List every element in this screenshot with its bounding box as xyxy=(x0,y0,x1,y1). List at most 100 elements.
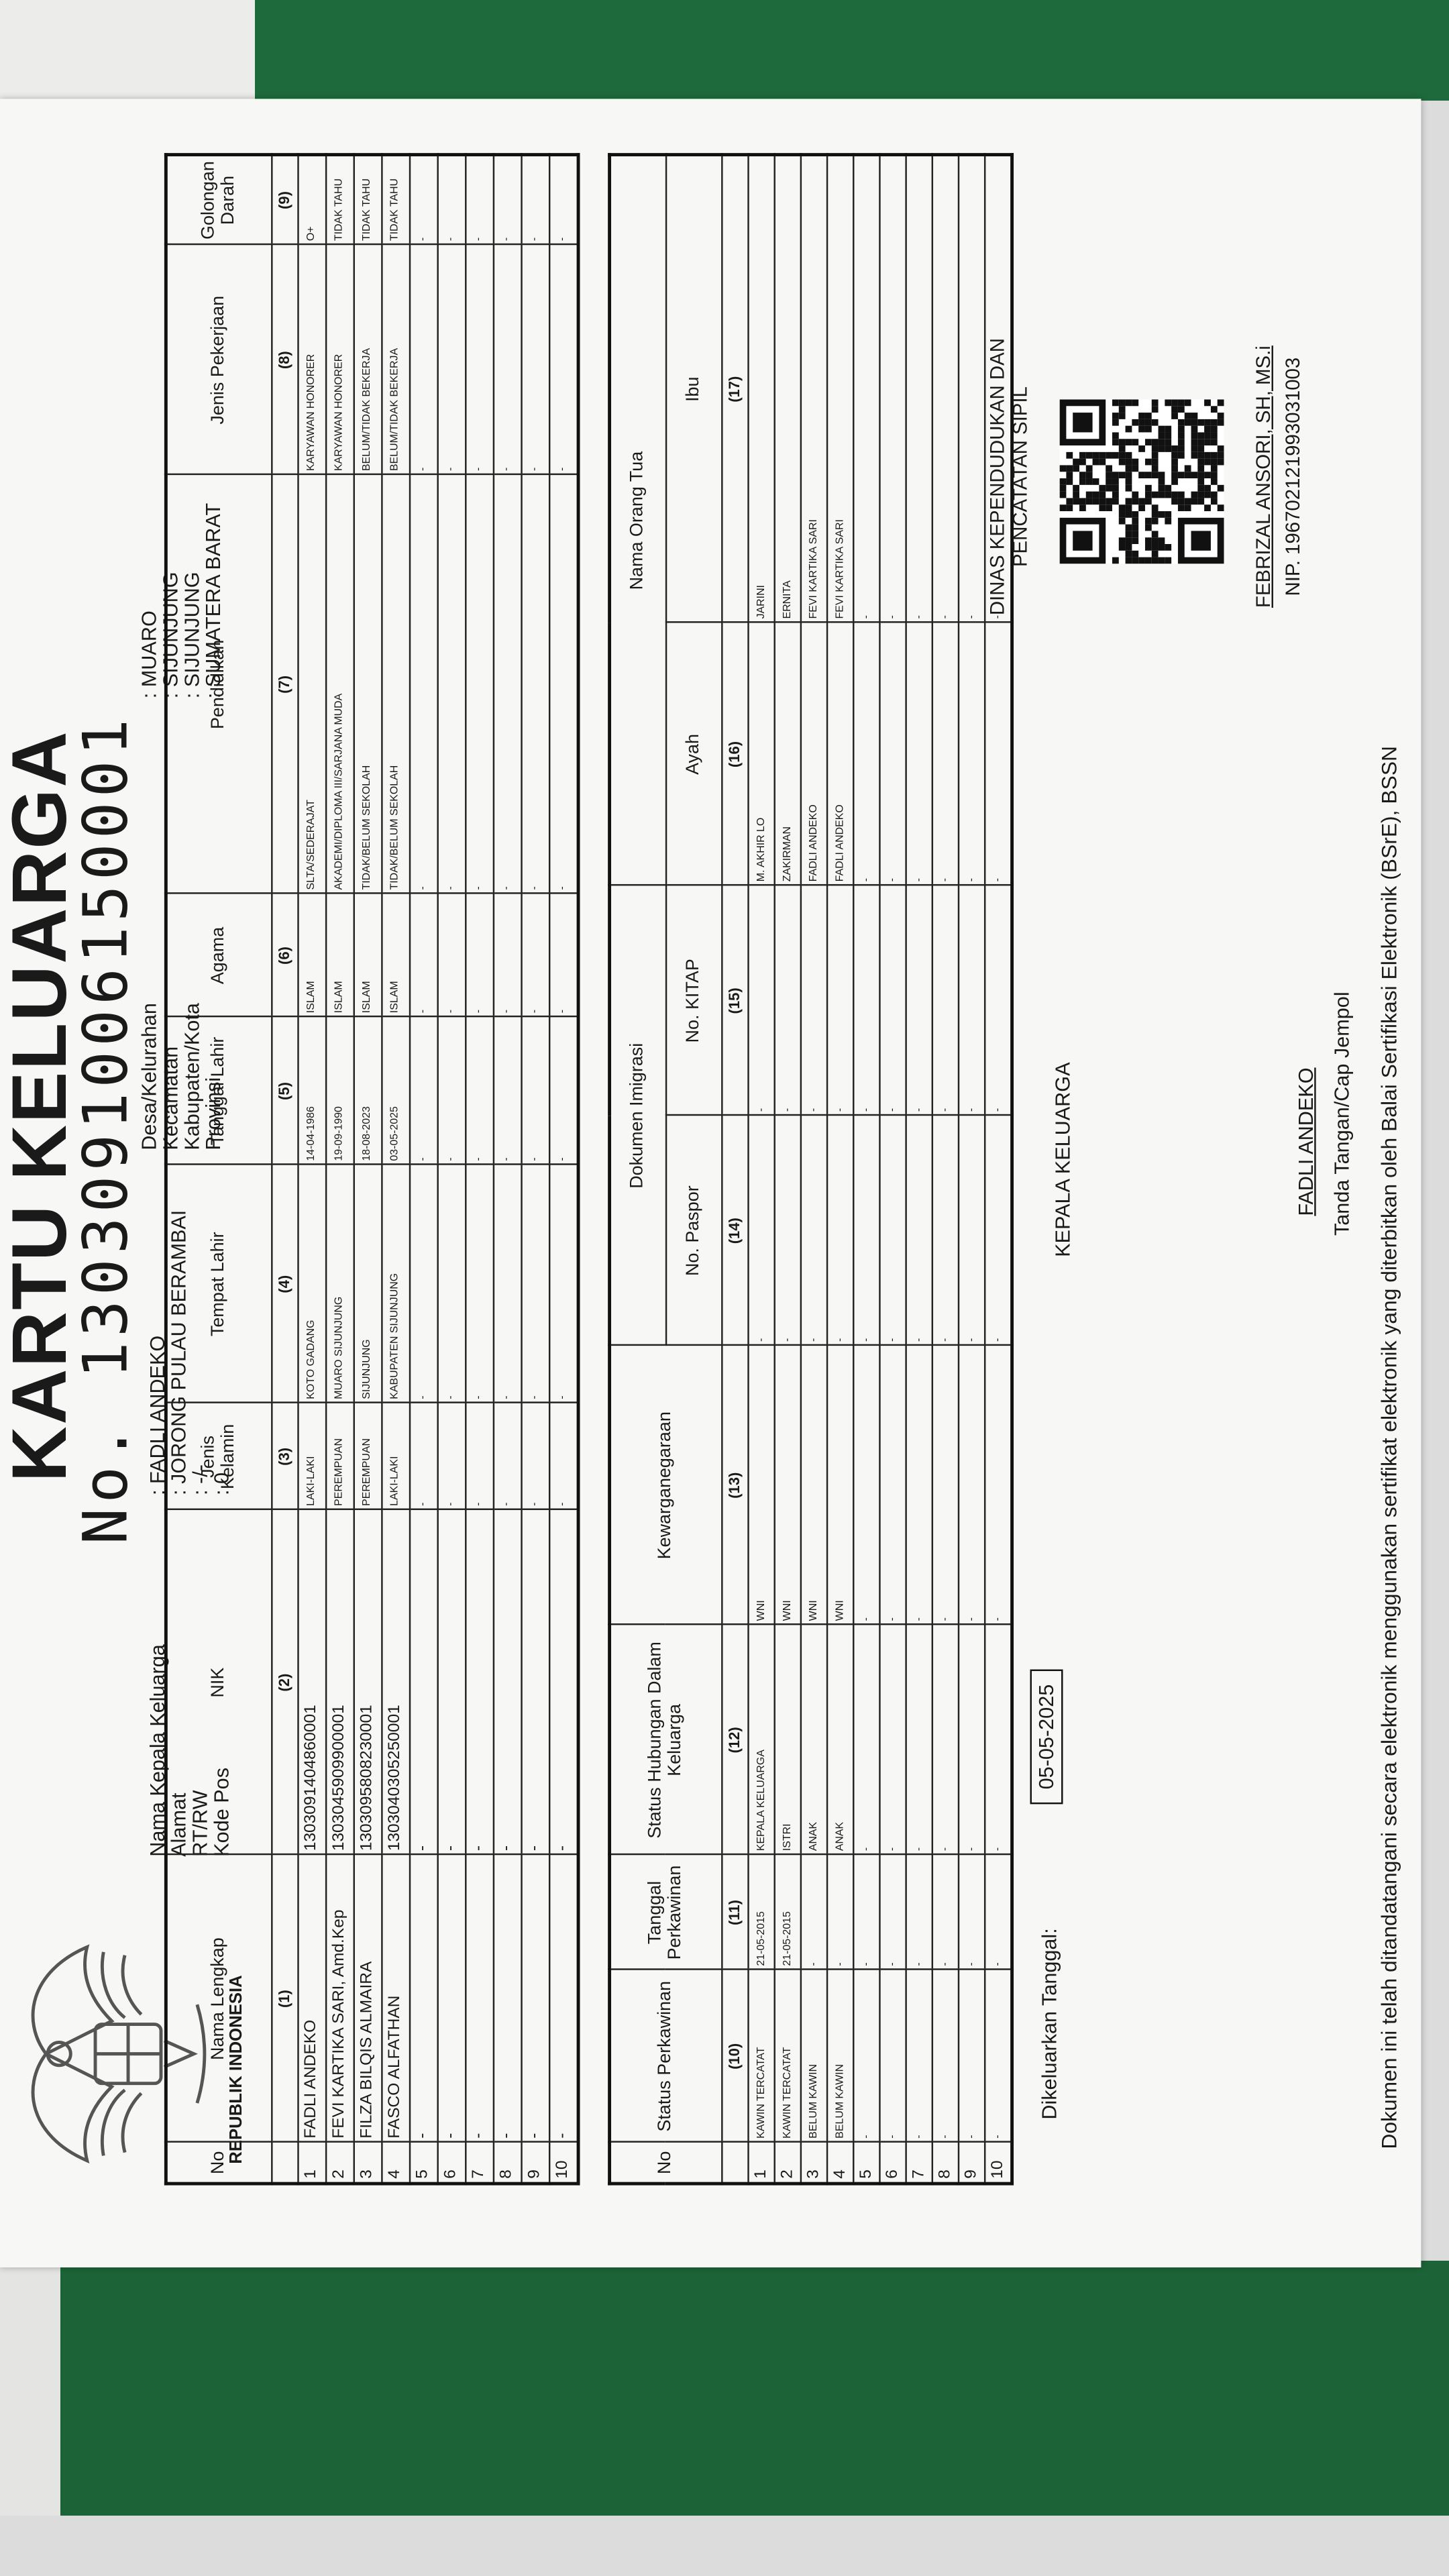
column-number: (14) xyxy=(721,1116,748,1346)
issued-label: Dikeluarkan Tanggal: xyxy=(1038,1928,1062,2120)
qr-module xyxy=(1158,472,1165,479)
table-cell: - xyxy=(409,1855,437,2143)
qr-module xyxy=(1197,478,1205,485)
qr-module xyxy=(1073,498,1079,505)
table-cell: 19-09-1990 xyxy=(325,1017,354,1165)
qr-module xyxy=(1197,445,1205,452)
qr-module xyxy=(1144,537,1152,544)
qr-module xyxy=(1059,484,1067,492)
table-row: 7-------- xyxy=(905,154,932,2184)
qr-module xyxy=(1125,472,1132,479)
qr-module xyxy=(1079,472,1086,479)
qr-module xyxy=(1204,472,1211,479)
qr-module xyxy=(1197,484,1205,492)
qr-module xyxy=(1118,439,1126,446)
qr-finder xyxy=(1073,531,1093,551)
table-cell: 6 xyxy=(437,2142,466,2184)
qr-module xyxy=(1092,498,1099,505)
column-header: Status Hubungan Dalam Keluarga xyxy=(609,1625,722,1856)
qr-module xyxy=(1177,445,1185,452)
table-cell: TIDAK TAHU xyxy=(381,154,409,246)
agency-line: PENCATATAN SIPIL xyxy=(1008,386,1032,568)
table-cell: ISLAM xyxy=(381,894,409,1018)
issued-date: 05-05-2025 xyxy=(1030,1669,1063,1805)
table-cell: - xyxy=(492,894,521,1018)
qr-module xyxy=(1171,491,1178,498)
table-cell: - xyxy=(931,1970,958,2143)
group-header: Nama Orang Tua xyxy=(609,154,665,886)
qr-module xyxy=(1217,458,1224,466)
column-header: No. Paspor xyxy=(665,1116,722,1346)
table-cell: 3 xyxy=(353,2142,382,2184)
qr-module xyxy=(1151,550,1159,557)
table-cell: LAKI-LAKI xyxy=(381,1403,409,1511)
column-header: Status Perkawinan xyxy=(609,1970,722,2143)
qr-module xyxy=(1171,478,1178,485)
table-cell: BELUM KAWIN xyxy=(800,1970,826,2143)
qr-module xyxy=(1144,458,1152,466)
table-cell: - xyxy=(905,1625,932,1856)
qr-module xyxy=(1144,419,1152,426)
qr-module xyxy=(1125,478,1132,485)
table-cell: - xyxy=(957,1970,984,2143)
qr-module xyxy=(1204,504,1211,512)
disclaimer: Dokumen ini telah ditandatangani secara … xyxy=(1377,745,1401,2149)
qr-module xyxy=(1210,498,1218,505)
table-cell: - xyxy=(465,475,493,894)
qr-module xyxy=(1210,406,1218,413)
qr-module xyxy=(1158,439,1165,446)
table-head: No Status Perkawinan Tanggal Perkawinan Sta… xyxy=(609,154,748,2184)
qr-module xyxy=(1125,425,1132,433)
qr-module xyxy=(1066,498,1073,505)
qr-module xyxy=(1099,451,1106,459)
background-green xyxy=(255,0,1449,101)
table-cell: - xyxy=(853,1116,879,1346)
qr-module xyxy=(1125,550,1132,557)
column-header: Tempat Lahir xyxy=(166,1165,272,1403)
table-cell: - xyxy=(879,623,906,886)
qr-module xyxy=(1125,399,1132,407)
qr-module xyxy=(1099,498,1106,505)
qr-module xyxy=(1184,498,1191,505)
qr-module xyxy=(1217,484,1224,492)
qr-module xyxy=(1165,484,1172,492)
qr-module xyxy=(1197,465,1205,472)
qr-module xyxy=(1118,537,1126,544)
info-value: : MUARO xyxy=(138,610,162,699)
table-cell: - xyxy=(957,1346,984,1625)
qr-module xyxy=(1151,504,1159,512)
column-number: (5) xyxy=(271,1017,298,1165)
background-desk xyxy=(0,2261,60,2516)
qr-module xyxy=(1171,472,1178,479)
qr-module xyxy=(1165,557,1172,564)
qr-module xyxy=(1158,537,1165,544)
qr-module xyxy=(1204,458,1211,466)
qr-module xyxy=(1112,491,1119,498)
table-cell: WNI xyxy=(800,1346,826,1625)
table-cell: - xyxy=(521,245,549,476)
qr-module xyxy=(1151,531,1159,538)
table-cell: - xyxy=(465,1165,493,1403)
qr-module xyxy=(1210,439,1218,446)
table-cell: - xyxy=(492,1855,521,2143)
column-header: Tanggal Lahir xyxy=(166,1017,272,1165)
qr-module xyxy=(1151,557,1159,564)
table-cell: - xyxy=(437,1855,466,2143)
qr-module xyxy=(1151,543,1159,551)
table-cell: LAKI-LAKI xyxy=(297,1403,325,1511)
qr-module xyxy=(1204,425,1211,433)
table-cell: 4 xyxy=(826,2142,853,2184)
qr-module xyxy=(1112,432,1119,439)
qr-module xyxy=(1059,478,1067,485)
qr-module xyxy=(1059,465,1067,472)
table-cell: FASCO ALFATHAN xyxy=(381,1855,409,2143)
table-row: 1 KAWIN TERCATAT 21-05-2015 KEPALA KELUARGA… xyxy=(747,154,774,2184)
column-number-row: (10) (11) (12) (13) (14) (15) (16) (17) xyxy=(721,154,748,2184)
qr-module xyxy=(1151,451,1159,459)
qr-module xyxy=(1125,543,1132,551)
qr-module xyxy=(1144,491,1152,498)
qr-module xyxy=(1177,439,1185,446)
qr-module xyxy=(1177,504,1185,512)
table-cell: - xyxy=(548,245,578,476)
qr-module xyxy=(1132,550,1139,557)
